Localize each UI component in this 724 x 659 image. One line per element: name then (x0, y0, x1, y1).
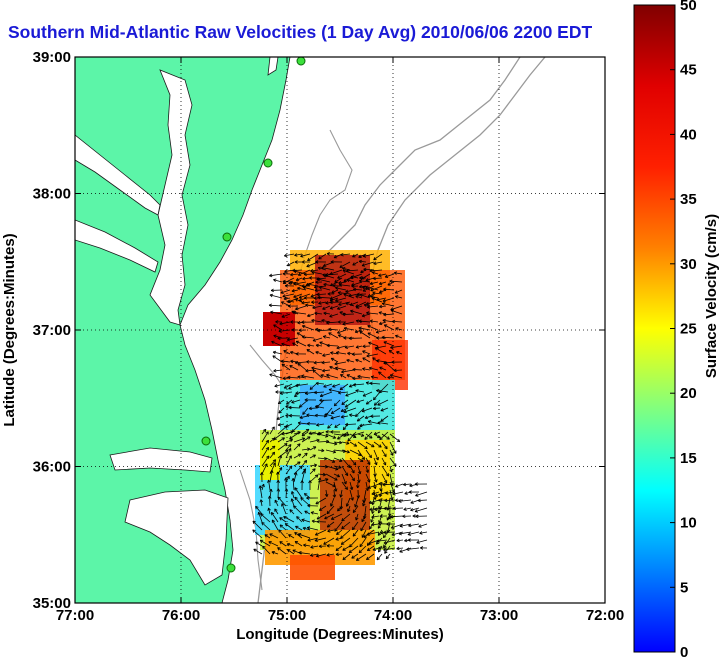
colorbar-tick-label: 15 (680, 450, 697, 467)
potomac-river (75, 134, 161, 216)
colorbar-tick-label: 45 (680, 62, 697, 79)
albemarle-sound (109, 447, 213, 473)
colorbar-tick-label: 50 (680, 0, 697, 14)
y-tick-label: 37:00 (33, 322, 71, 339)
x-tick-label: 75:00 (268, 607, 306, 624)
colorbar-tick-label: 35 (680, 191, 697, 208)
radar-station-marker (226, 563, 236, 573)
radar-station-marker (222, 232, 232, 242)
map-grid (75, 57, 605, 603)
colorbar-tick-label: 25 (680, 321, 697, 338)
x-axis-label: Longitude (Degrees:Minutes) (236, 626, 444, 643)
radar-station-marker (201, 436, 211, 446)
colorbar-tick-label: 0 (680, 644, 688, 659)
x-tick-label: 74:00 (374, 607, 412, 624)
chesapeake-bay (149, 69, 193, 326)
colorbar-tick-label: 5 (680, 579, 688, 596)
rappahannock-river (75, 219, 159, 273)
x-tick-label: 77:00 (56, 607, 94, 624)
colorbar-tick-label: 40 (680, 126, 697, 143)
velocity-vectors (252, 252, 428, 561)
y-tick-label: 36:00 (33, 459, 71, 476)
y-tick-label: 39:00 (33, 49, 71, 66)
colorbar-tick-label: 20 (680, 385, 697, 402)
x-tick-label: 76:00 (162, 607, 200, 624)
x-tick-label: 73:00 (480, 607, 518, 624)
map-title: Southern Mid-Atlantic Raw Velocities (1 … (8, 22, 593, 42)
pamlico-sound (124, 489, 229, 586)
x-tick-label: 72:00 (586, 607, 624, 624)
y-tick-label: 38:00 (33, 186, 71, 203)
radar-station-marker (296, 57, 306, 66)
radar-station-marker (263, 158, 273, 168)
y-tick-label: 35:00 (33, 595, 71, 612)
delaware-bay (267, 57, 279, 76)
colorbar (633, 4, 676, 653)
colorbar-tick-label: 10 (680, 515, 697, 532)
colorbar-label: Surface Velocity (cm/s) (703, 214, 720, 378)
colorbar-tick-label: 30 (680, 256, 697, 273)
y-axis-label: Latitude (Degrees:Minutes) (1, 233, 18, 426)
